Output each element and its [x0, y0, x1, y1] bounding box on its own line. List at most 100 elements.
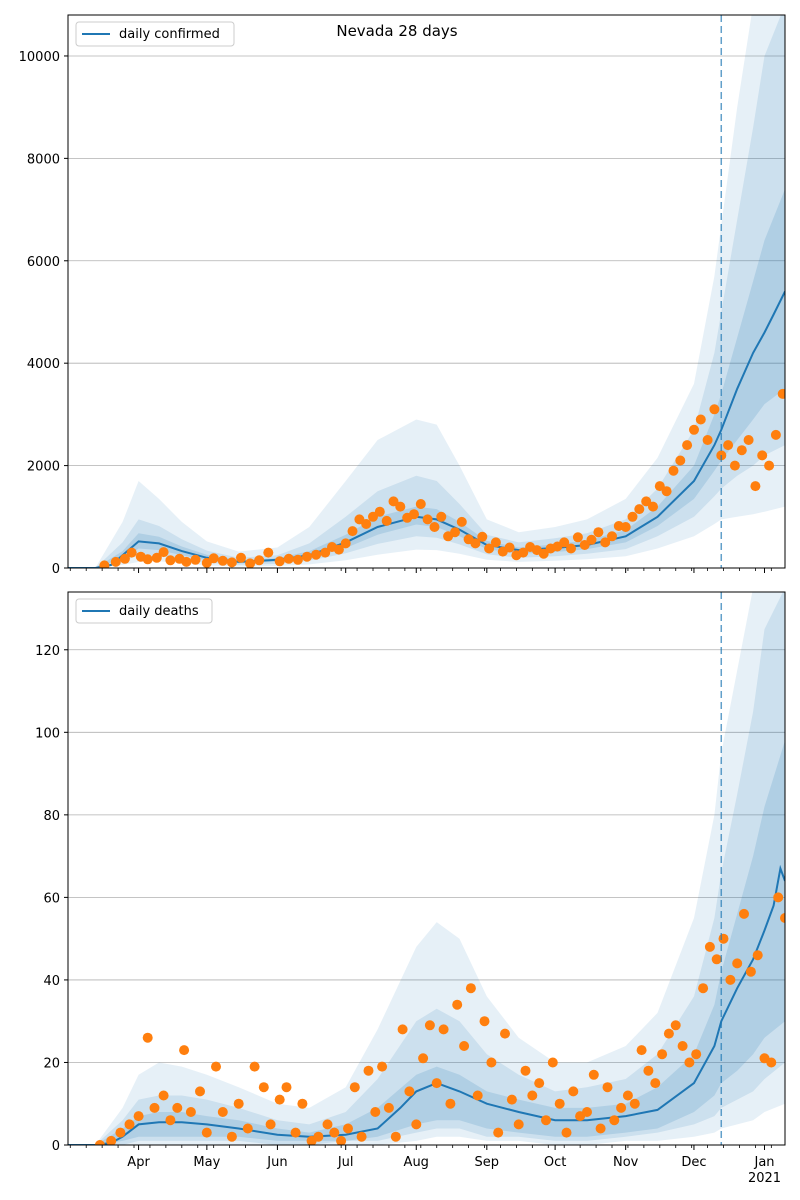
top-observed-point — [593, 527, 604, 538]
top-band-outer — [68, 15, 785, 568]
top-observed-point — [142, 554, 153, 565]
bottom-observed-point — [383, 1102, 394, 1113]
top-observed-point — [620, 522, 631, 532]
top-observed-point — [283, 553, 294, 564]
bottom-observed-point — [265, 1119, 276, 1130]
bottom-observed-point — [479, 1016, 490, 1027]
bottom-xtick-label: Apr — [127, 1155, 150, 1170]
bottom-observed-point — [500, 1028, 510, 1039]
top-observed-point — [709, 404, 720, 415]
top-legend-box — [75, 21, 235, 47]
bottom-observed-point — [94, 1140, 105, 1145]
bottom-observed-point — [732, 958, 743, 969]
top-observed-point — [208, 553, 219, 564]
top-observed-point — [689, 424, 699, 435]
top-observed-point — [559, 537, 570, 548]
bottom-xtick-label: Jul — [337, 1155, 354, 1170]
bottom-xtick-label: Jun — [266, 1155, 287, 1170]
top-observed-point — [347, 526, 358, 537]
bottom-observed-point — [609, 1115, 620, 1126]
bottom-ytick-label: 120 — [35, 644, 60, 659]
top-observed-point — [470, 538, 481, 549]
bottom-observed-point — [568, 1086, 579, 1097]
top-observed-point — [654, 481, 665, 492]
bottom-observed-point — [725, 974, 736, 985]
bottom-xtick-label: Jan — [753, 1155, 774, 1170]
top-observed-point — [757, 450, 768, 461]
top-observed-point — [504, 542, 515, 553]
top-observed-point — [165, 555, 176, 566]
bottom-observed-point — [622, 1090, 633, 1101]
top-observed-point — [99, 560, 110, 568]
bottom-observed-point — [397, 1024, 408, 1035]
top-observed-point — [600, 537, 611, 548]
top-observed-point — [361, 519, 372, 529]
bottom-panel: 0 20 40 60 80 100 120 Apr May Jun Jul Aug Sep Oct Nov… — [35, 591, 786, 1186]
top-observed-point — [607, 531, 617, 542]
bottom-legend-box — [75, 598, 213, 624]
top-observed-point — [777, 388, 785, 399]
bottom-observed-point — [506, 1094, 517, 1105]
bottom-observed-point — [752, 950, 763, 961]
top-observed-point — [682, 440, 693, 451]
bottom-observed-point — [115, 1127, 126, 1138]
bottom-observed-point — [418, 1053, 429, 1064]
top-observed-point — [395, 501, 406, 512]
top-ytick-label: 4000 — [27, 357, 60, 372]
bottom-observed-point — [158, 1090, 169, 1101]
top-observed-point — [736, 445, 747, 456]
bottom-observed-point — [520, 1065, 531, 1076]
bottom-observed-point — [165, 1115, 176, 1126]
top-observed-point — [368, 511, 378, 522]
bottom-observed-point — [179, 1045, 190, 1056]
bottom-ytick-label: 40 — [43, 974, 60, 989]
top-band-mid — [68, 15, 785, 568]
top-observed-point — [245, 558, 256, 568]
bottom-yticks: 0 20 40 60 80 100 120 — [35, 644, 68, 1154]
top-observed-point — [450, 527, 460, 538]
top-observed-point — [456, 516, 467, 527]
top-model-line — [68, 291, 785, 568]
top-yticks: 0 2000 4000 6000 8000 10000 — [19, 50, 68, 577]
bottom-observed-point — [616, 1102, 627, 1113]
bottom-legend-label: daily deaths — [119, 604, 199, 619]
top-ytick-label: 6000 — [27, 255, 60, 270]
top-observed-point — [226, 557, 237, 568]
top-observed-point — [477, 531, 488, 542]
top-observed-point — [374, 506, 385, 517]
top-observed-point — [158, 547, 169, 558]
bottom-observed-point — [547, 1057, 558, 1068]
top-observed-point — [579, 540, 590, 550]
top-observed-point — [764, 460, 775, 471]
bottom-observed-point — [739, 908, 749, 919]
bottom-observed-point — [142, 1032, 153, 1043]
bottom-bands — [68, 592, 785, 1145]
top-observed-point — [484, 543, 495, 554]
bottom-observed-point — [411, 1119, 422, 1130]
top-observed-point — [126, 547, 137, 558]
top-observed-point — [586, 534, 597, 545]
bottom-ytick-label: 0 — [52, 1139, 60, 1154]
bottom-observed-point — [336, 1135, 347, 1145]
top-axes-frame — [67, 14, 786, 569]
bottom-xtick-label: Oct — [544, 1155, 566, 1170]
top-observed-point — [151, 552, 162, 563]
bottom-observed-point — [195, 1086, 205, 1097]
top-ytick-label: 8000 — [27, 152, 60, 167]
bottom-observed-point — [424, 1020, 435, 1031]
bottom-observed-point — [663, 1028, 674, 1039]
top-observed-point — [566, 543, 576, 554]
bottom-observed-point — [390, 1131, 401, 1142]
top-band-inner — [68, 189, 785, 568]
bottom-observed-point — [297, 1098, 308, 1109]
bottom-observed-point — [290, 1127, 301, 1138]
top-observed-point — [190, 554, 201, 565]
bottom-ytick-label: 60 — [43, 891, 60, 906]
bottom-xtick-label: Sep — [475, 1155, 500, 1170]
bottom-observed-point — [541, 1115, 551, 1126]
top-observed-point — [661, 486, 672, 497]
bottom-observed-point — [745, 966, 756, 977]
top-observed-point — [254, 555, 265, 566]
top-observed-point — [422, 514, 433, 525]
